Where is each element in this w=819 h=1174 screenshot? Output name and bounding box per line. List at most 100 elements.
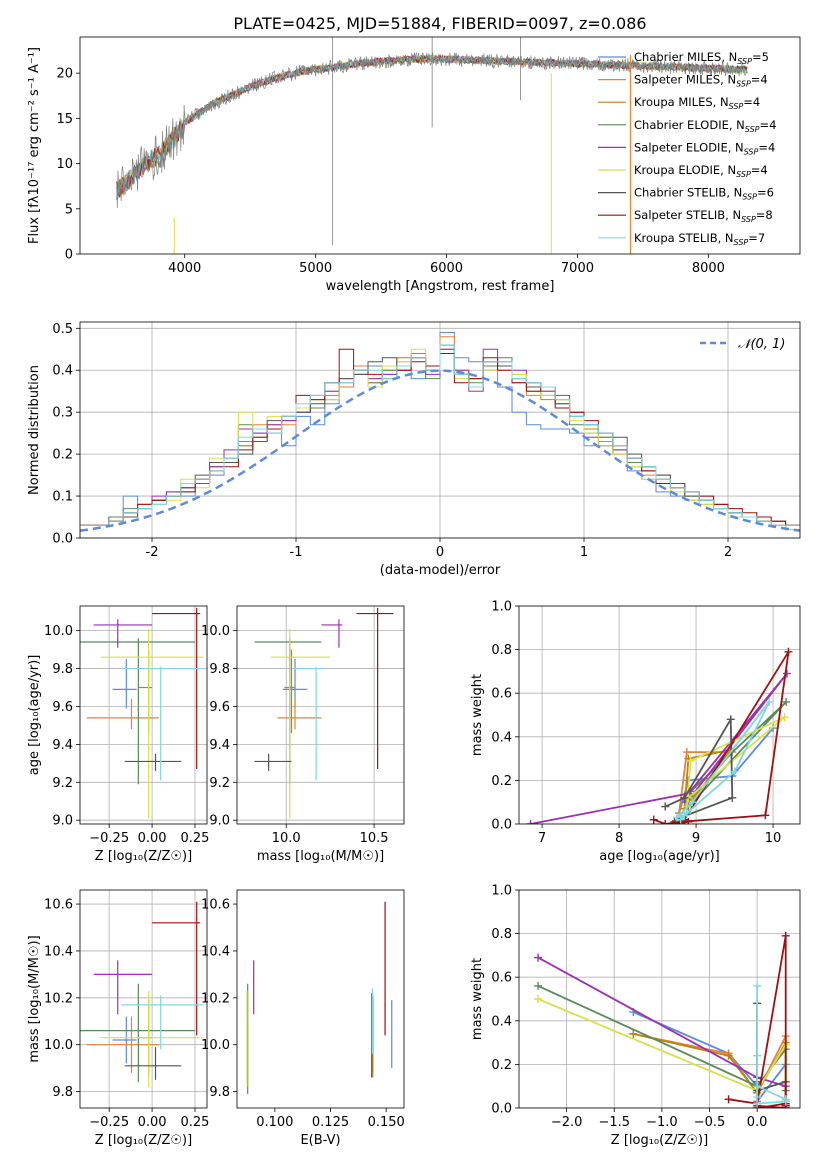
mass-weight-marker — [765, 697, 774, 706]
errorbar-point — [254, 753, 292, 771]
chart-age-vs-mass: 10.0 10.5 9.0 9.2 9.4 9.6 9.8 10.0 mass [log₁₀(M… — [201, 605, 405, 864]
plot-area — [116, 37, 748, 254]
y-tick-label: 0.2 — [491, 774, 512, 789]
mass-weight-marker — [668, 820, 677, 824]
y-tick-label: 0.0 — [491, 1102, 512, 1117]
mass-weight-marker — [753, 981, 762, 990]
y-tick-label: 0.0 — [52, 532, 73, 547]
y-tick-label: 9.8 — [52, 1085, 73, 1100]
mass-weight-series-line — [685, 716, 786, 807]
y-tick-label: 9.6 — [52, 700, 73, 715]
x-tick-label: 2 — [724, 545, 732, 560]
mass-weight-series-line — [530, 673, 788, 824]
errorbar-point — [124, 1047, 182, 1080]
legend-entry: Chabrier MILES, NSSP=5 — [634, 50, 769, 66]
errorbar-point — [121, 666, 204, 781]
y-tick-label: 9.8 — [209, 1085, 230, 1100]
y-axis-label: mass weight — [470, 674, 485, 756]
mass-weight-series-line — [653, 651, 790, 824]
axes-frame — [79, 36, 801, 255]
y-tick-label: 9.4 — [52, 738, 73, 753]
mass-weight-marker — [534, 995, 543, 1003]
y-tick-label: 0.0 — [491, 818, 512, 833]
y-tick-label: 10.4 — [44, 944, 73, 959]
y-tick-label: 10 — [56, 157, 73, 172]
legend-subscript: SSP — [737, 57, 752, 66]
legend-subscript: SSP — [729, 102, 744, 111]
errorbar-point — [80, 638, 195, 785]
legend-model-name: Chabrier ELODIE, N — [634, 118, 745, 132]
y-tick-label: 0.8 — [491, 927, 512, 942]
errorbar-point — [321, 619, 343, 648]
errorbar-point — [270, 628, 331, 819]
mass-weight-marker — [680, 793, 689, 802]
errorbar-point — [112, 659, 137, 709]
legend-count: =7 — [748, 231, 765, 245]
x-tick-label: 0.25 — [181, 1115, 210, 1130]
errorbar-point — [86, 698, 159, 730]
y-tick-label: 9.2 — [52, 776, 73, 791]
mass-weight-marker — [784, 647, 793, 656]
y-tick-label: 10.4 — [201, 944, 230, 959]
x-tick-label: 6000 — [430, 261, 463, 276]
errorbar-point — [293, 666, 324, 781]
legend-model-name: Salpeter MILES, N — [634, 73, 736, 87]
y-tick-label: 1.0 — [491, 600, 512, 615]
legend-model-name: Chabrier MILES, N — [634, 50, 737, 64]
figure-title: PLATE=0425, MJD=51884, FIBERID=0097, z=0… — [233, 14, 646, 33]
y-tick-label: 10.2 — [201, 991, 230, 1006]
y-tick-label: 9.4 — [209, 738, 230, 753]
chart-mass-vs-EBV: 0.100 0.125 0.150 9.8 10.0 10.2 10.4 10.6 E(B-V) — [201, 889, 405, 1148]
errorbar-point — [112, 1016, 137, 1064]
axes-frame — [236, 605, 405, 825]
legend-model-name: Kroupa ELODIE, N — [634, 163, 736, 177]
y-tick-label: 0.6 — [491, 971, 512, 986]
y-tick-label: 0.5 — [52, 322, 73, 337]
y-axis-label: mass [log₁₀(M/M☉)] — [27, 935, 42, 1062]
axes-frame — [79, 889, 208, 1109]
mass-weight-marker — [724, 1095, 733, 1104]
errorbar-point — [121, 995, 204, 1050]
x-tick-label: −0.25 — [89, 1115, 129, 1130]
x-tick-label: −1.5 — [598, 1115, 630, 1130]
x-tick-label: 0.00 — [138, 1115, 167, 1130]
x-tick-label: 1 — [580, 545, 588, 560]
mass-weight-marker — [753, 1099, 762, 1108]
legend-count: =4 — [743, 95, 760, 109]
legend-entry: Chabrier STELIB, NSSP=6 — [634, 186, 774, 202]
y-tick-label: 10.0 — [201, 624, 230, 639]
chart-mass-vs-Z: −0.25 0.00 0.25 9.8 10.0 10.2 10.4 10.6 Z [log₁₀… — [27, 889, 210, 1148]
x-tick-label: 10 — [765, 831, 782, 846]
x-tick-label: 0.125 — [312, 1115, 349, 1130]
axes-frame — [79, 605, 208, 825]
errorbar-point — [152, 607, 201, 770]
plot-area — [80, 890, 207, 1108]
y-tick-label: 0.4 — [491, 730, 512, 745]
x-tick-label: 0.0 — [747, 1115, 768, 1130]
x-tick-label: 8000 — [692, 261, 725, 276]
legend-model-name: Salpeter STELIB, N — [634, 208, 741, 222]
y-tick-label: 10.0 — [201, 1038, 230, 1053]
x-tick-label: −2.0 — [551, 1115, 583, 1130]
chart-spectrum: 4000 5000 6000 7000 8000 0 5 10 15 20 wavelength [… — [27, 36, 801, 294]
x-axis-label: Z [log₁₀(Z/Z☉)] — [611, 1133, 708, 1148]
errorbar-point — [356, 607, 394, 770]
y-tick-label: 9.8 — [209, 662, 230, 677]
y-tick-label: 0 — [65, 248, 73, 263]
x-tick-label: 8 — [615, 831, 623, 846]
y-tick-label: 10.6 — [201, 898, 230, 913]
y-tick-label: 0.3 — [52, 406, 73, 421]
chart-residual-histogram: -2 -1 0 1 2 0.0 0.1 0.2 0.3 0.4 0.5 (data-model)/er… — [27, 321, 801, 578]
y-tick-label: 0.1 — [52, 490, 73, 505]
errorbar-point — [100, 990, 204, 1087]
x-tick-label: −0.5 — [694, 1115, 726, 1130]
errorbar-point — [152, 901, 201, 1036]
plot-area — [80, 322, 800, 538]
y-tick-label: 15 — [56, 112, 73, 127]
chart-mass-weight-vs-age: 7 8 9 10 0.0 0.2 0.4 0.6 0.8 1.0 age [log₁₀(age/yr… — [470, 600, 801, 864]
chart-age-vs-Z: −0.25 0.00 0.25 9.0 9.2 9.4 9.6 9.8 10.0 Z [log₁₀… — [27, 605, 209, 864]
y-tick-label: 0.4 — [52, 364, 73, 379]
legend-count: =4 — [758, 140, 775, 154]
x-tick-label: -1 — [290, 545, 303, 560]
